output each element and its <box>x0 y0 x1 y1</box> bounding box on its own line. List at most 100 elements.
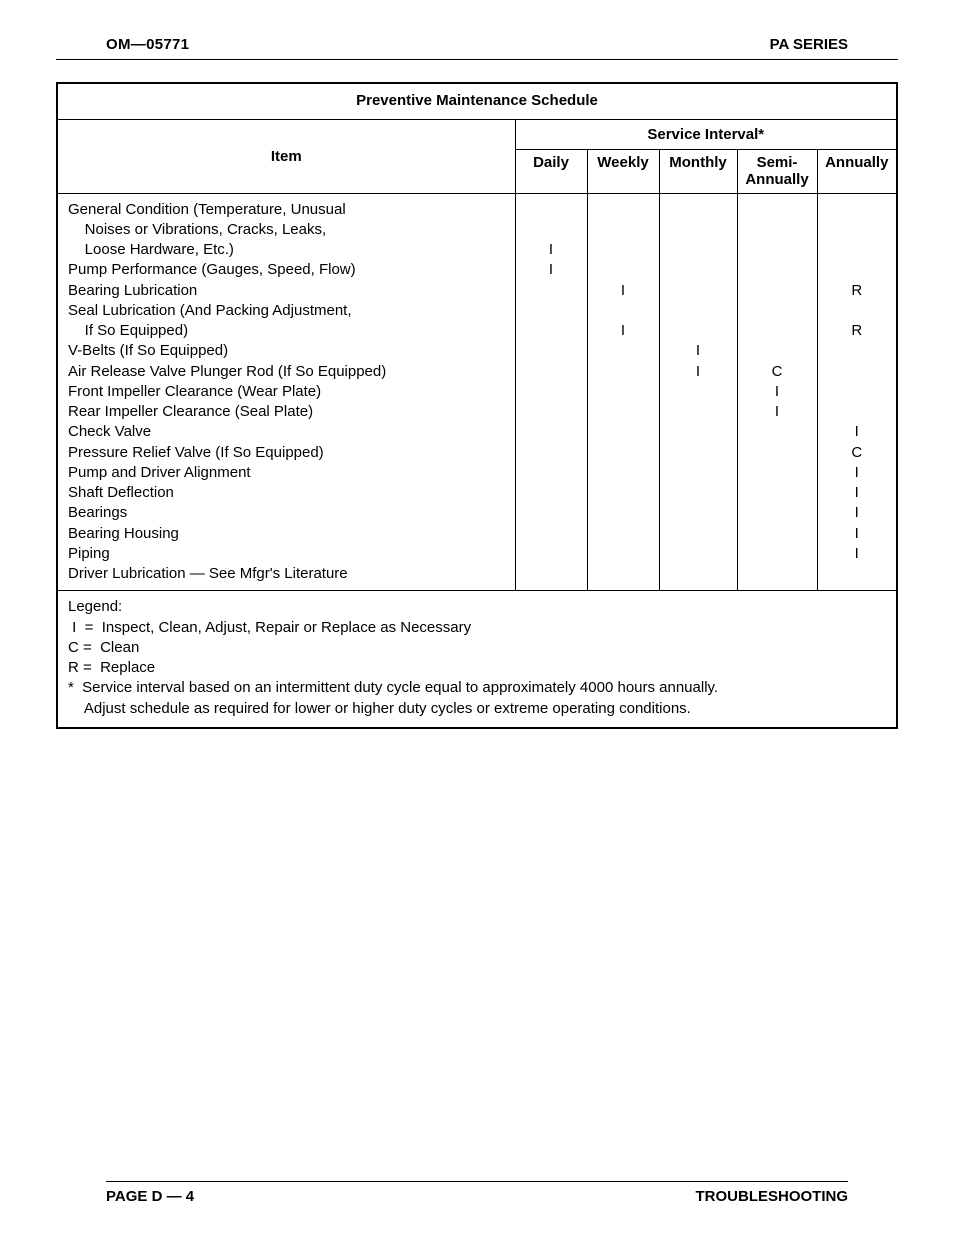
legend-row: Legend: I = Inspect, Clean, Adjust, Repa… <box>57 591 897 728</box>
footer-rule <box>106 1181 848 1182</box>
mark: I <box>818 422 897 442</box>
item-line: Bearing Housing <box>68 524 509 544</box>
item-line: Loose Hardware, Etc.) <box>68 240 509 260</box>
mark <box>588 483 659 503</box>
mark <box>516 402 587 422</box>
table-title: Preventive Maintenance Schedule <box>57 83 897 120</box>
item-cell: General Condition (Temperature, Unusual … <box>57 193 515 591</box>
mark <box>588 220 659 240</box>
mark <box>588 382 659 402</box>
interval-header: Service Interval* <box>515 120 897 150</box>
mark <box>818 301 897 321</box>
mark <box>738 220 817 240</box>
mark <box>660 321 737 341</box>
mark <box>660 544 737 564</box>
mark <box>516 524 587 544</box>
series-label: PA SERIES <box>770 36 848 53</box>
mark <box>588 524 659 544</box>
section-label: TROUBLESHOOTING <box>696 1188 849 1205</box>
mark <box>738 341 817 361</box>
mark: I <box>818 463 897 483</box>
column-header: Monthly <box>659 150 737 194</box>
mark <box>660 240 737 260</box>
footer-wrap: PAGE D — 4 TROUBLESHOOTING <box>56 1181 898 1205</box>
mark <box>818 564 897 584</box>
mark <box>516 220 587 240</box>
mark <box>738 443 817 463</box>
maintenance-table: Preventive Maintenance Schedule Item Ser… <box>56 82 898 729</box>
col-daily: II <box>515 193 587 591</box>
mark <box>738 524 817 544</box>
mark <box>516 200 587 220</box>
mark <box>738 564 817 584</box>
mark <box>516 483 587 503</box>
mark <box>588 362 659 382</box>
mark <box>588 341 659 361</box>
mark <box>588 402 659 422</box>
item-line: Air Release Valve Plunger Rod (If So Equ… <box>68 362 509 382</box>
item-line: Driver Lubrication — See Mfgr's Literatu… <box>68 564 509 584</box>
mark <box>738 200 817 220</box>
mark <box>738 422 817 442</box>
mark <box>660 422 737 442</box>
legend-line: R = Replace <box>68 658 886 678</box>
item-line: General Condition (Temperature, Unusual <box>68 200 509 220</box>
mark <box>588 544 659 564</box>
mark: I <box>738 402 817 422</box>
mark: I <box>818 503 897 523</box>
mark <box>588 443 659 463</box>
item-line: Bearings <box>68 503 509 523</box>
item-line: Front Impeller Clearance (Wear Plate) <box>68 382 509 402</box>
mark <box>818 402 897 422</box>
mark <box>738 240 817 260</box>
mark: I <box>588 321 659 341</box>
item-line: Piping <box>68 544 509 564</box>
mark <box>588 564 659 584</box>
mark <box>516 422 587 442</box>
mark <box>660 483 737 503</box>
legend-line: I = Inspect, Clean, Adjust, Repair or Re… <box>68 618 886 638</box>
mark <box>588 503 659 523</box>
mark <box>818 341 897 361</box>
content-area: Preventive Maintenance Schedule Item Ser… <box>56 60 898 1181</box>
legend-line: Legend: <box>68 597 886 617</box>
mark <box>516 382 587 402</box>
mark: I <box>818 483 897 503</box>
item-line: Shaft Deflection <box>68 483 509 503</box>
mark <box>660 200 737 220</box>
mark <box>818 260 897 280</box>
mark: I <box>588 281 659 301</box>
mark <box>738 301 817 321</box>
mark <box>516 341 587 361</box>
mark <box>516 443 587 463</box>
item-line: Seal Lubrication (And Packing Adjustment… <box>68 301 509 321</box>
mark <box>660 564 737 584</box>
col-monthly: II <box>659 193 737 591</box>
mark <box>738 260 817 280</box>
mark <box>588 260 659 280</box>
legend-cell: Legend: I = Inspect, Clean, Adjust, Repa… <box>57 591 897 728</box>
mark <box>738 544 817 564</box>
mark <box>588 200 659 220</box>
mark <box>660 220 737 240</box>
mark: R <box>818 321 897 341</box>
mark <box>516 362 587 382</box>
mark: I <box>818 524 897 544</box>
page-footer: PAGE D — 4 TROUBLESHOOTING <box>106 1188 848 1205</box>
mark <box>660 301 737 321</box>
item-line: Pressure Relief Valve (If So Equipped) <box>68 443 509 463</box>
mark <box>818 220 897 240</box>
mark <box>516 503 587 523</box>
item-line: Noises or Vibrations, Cracks, Leaks, <box>68 220 509 240</box>
legend-line: Adjust schedule as required for lower or… <box>68 699 886 719</box>
item-line: If So Equipped) <box>68 321 509 341</box>
mark <box>516 544 587 564</box>
mark <box>516 281 587 301</box>
item-line: Check Valve <box>68 422 509 442</box>
col-weekly: I I <box>587 193 659 591</box>
mark <box>660 463 737 483</box>
mark <box>738 463 817 483</box>
mark <box>818 200 897 220</box>
page: OM—05771 PA SERIES Preventive Maintenanc… <box>0 0 954 1235</box>
col-semiannually: CII <box>737 193 817 591</box>
